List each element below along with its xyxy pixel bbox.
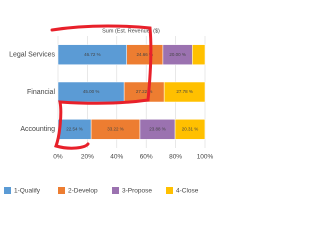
x-tick-label: 20% xyxy=(81,154,94,161)
plot: 0% 20% 40% 60% 80% 100% Legal Services 46.72 % 2… xyxy=(4,36,214,195)
data-label: 20.00 % xyxy=(169,52,186,57)
data-label: 27.22 % xyxy=(136,89,153,94)
bar-segment xyxy=(174,119,206,140)
data-label: 27.78 % xyxy=(176,89,193,94)
bar-segment xyxy=(163,81,206,103)
legend-swatch xyxy=(112,187,119,194)
data-label: 20.31 % xyxy=(182,127,199,132)
data-label: 22.54 % xyxy=(66,127,83,132)
legend-swatch xyxy=(166,187,173,194)
legend-label: 4-Close xyxy=(176,188,199,195)
data-label: 33.22 % xyxy=(107,127,124,132)
x-tick-label: 60% xyxy=(140,154,153,161)
annotation-scribble xyxy=(50,24,153,150)
legend-label: 2-Develop xyxy=(68,188,98,195)
legend-swatch xyxy=(4,187,11,194)
chart: Sum (Est. Revenue) ($) 0% 20% 40% 60% 80% 100… xyxy=(4,24,214,195)
y-tick-label: Legal Services xyxy=(9,52,55,59)
data-label: 24.66 % xyxy=(137,52,154,57)
y-tick-label: Financial xyxy=(27,89,55,96)
x-tick-label: 100% xyxy=(197,154,214,161)
data-label: 46.72 % xyxy=(84,52,101,57)
x-tick-label: 0% xyxy=(53,154,63,161)
legend-label: 1-Qualify xyxy=(14,188,41,195)
y-tick-label: Accounting xyxy=(20,126,55,133)
data-label: 23.88 % xyxy=(149,127,166,132)
legend-item: 3-Propose xyxy=(112,187,152,195)
legend-label: 3-Propose xyxy=(122,188,152,195)
legend-item: 1-Qualify xyxy=(4,187,41,195)
legend-item: 4-Close xyxy=(166,187,199,195)
x-axis-label: Sum (Est. Revenue) ($) xyxy=(102,28,160,34)
legend-item: 2-Develop xyxy=(58,187,98,195)
x-tick-label: 80% xyxy=(169,154,182,161)
data-label: 45.00 % xyxy=(83,89,100,94)
legend-swatch xyxy=(58,187,65,194)
bar-segment xyxy=(192,44,206,65)
x-tick-label: 40% xyxy=(110,154,123,161)
